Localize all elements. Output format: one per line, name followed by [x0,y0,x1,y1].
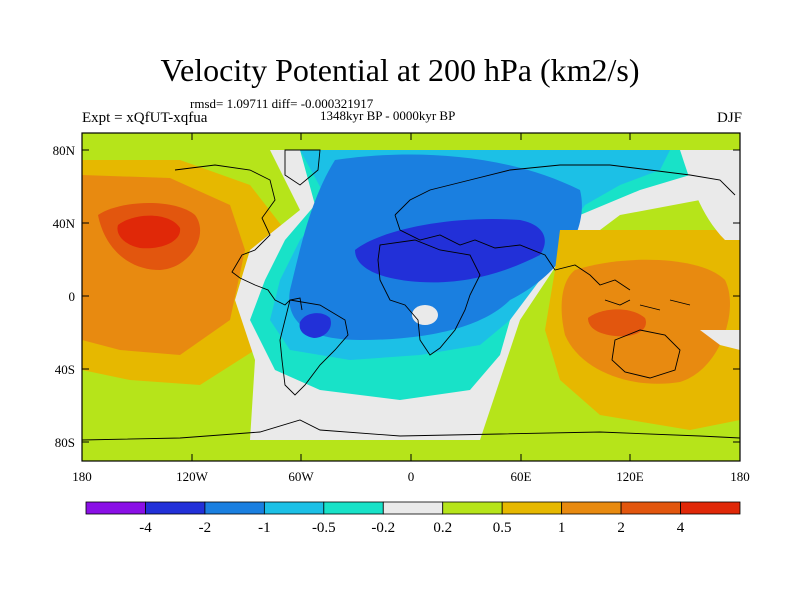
coastlines [82,149,740,441]
contour-neutral-ne [680,150,740,240]
colorbar-label: -2 [198,520,212,536]
colorbar-label: 0.2 [433,520,453,536]
colorbar-label: 4 [676,520,685,536]
colorbar-swatch [323,501,384,515]
colorbar-label: -1 [258,520,271,536]
season-label: DJF [716,110,742,126]
experiment-label: Expt = xQfUT-xqfua [82,110,208,126]
colorbar-label: 0.5 [492,520,512,536]
lon-label: 120W [176,469,209,484]
contour-neg-2 [355,219,545,283]
lon-label: 0 [408,469,415,484]
colorbar-swatch [204,501,265,515]
period-line: 1348kyr BP - 0000kyr BP [320,108,456,123]
colorbar-swatch [145,501,206,515]
contour-neg-2-samerica [299,313,331,338]
colorbar-swatch [85,501,146,515]
lon-label: 180 [730,469,750,484]
lon-label: 120E [616,469,644,484]
stats-line: rmsd= 1.09711 diff= -0.000321917 [190,96,374,111]
colorbar-label: 2 [617,520,625,536]
contour-neutral-atlantic [412,305,438,325]
contour-neutral-se [700,330,740,350]
colorbar-label: -0.5 [311,520,336,536]
lat-label: 80S [55,435,75,450]
lon-label: 180 [72,469,92,484]
colorbar-swatch [620,501,681,515]
colorbar [85,501,741,515]
colorbar-swatch [442,501,503,515]
colorbar-label: 1 [557,520,566,536]
lat-label: 0 [69,289,76,304]
colorbar-label: -4 [139,520,152,536]
colorbar-swatch [561,501,622,515]
lon-label: 60E [511,469,532,484]
lon-label: 60W [288,469,314,484]
lat-label: 40N [53,216,76,231]
contour-indopac-2 [588,309,646,337]
lat-label: 80N [53,143,76,158]
colorbar-label: -0.2 [371,520,396,536]
map-title: Velocity Potential at 200 hPa (km2/s) [160,52,640,88]
colorbar-swatch [263,501,325,515]
lat-tick-marks [82,149,740,443]
colorbar-swatch [680,501,741,515]
contour-field [82,133,740,461]
lat-label: 40S [55,362,75,377]
lon-tick-marks [81,133,741,461]
colorbar-swatch [382,501,444,515]
colorbar-swatch [501,501,563,515]
contour-pacific-4 [117,215,181,249]
